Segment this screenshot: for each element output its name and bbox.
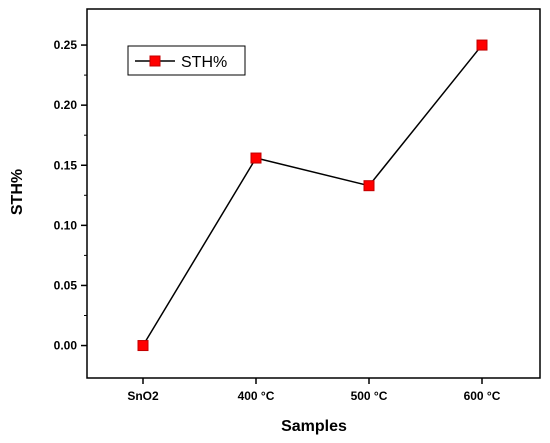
x-tick-label: SnO2 [127, 389, 159, 403]
x-tick-label: 600 °C [464, 389, 501, 403]
y-tick-label: 0.20 [54, 98, 78, 112]
x-tick-label: 500 °C [351, 389, 388, 403]
data-point-marker [250, 152, 262, 164]
legend-label: STH% [181, 54, 227, 71]
data-point-marker [137, 340, 149, 352]
y-axis-title: STH% [9, 169, 26, 215]
legend-marker [149, 55, 161, 67]
y-axis-ticks: 0.00 0.05 0.10 0.15 0.20 0.25 [54, 38, 87, 353]
y-tick-label: 0.15 [54, 158, 78, 172]
x-axis-ticks: SnO2 400 °C 500 °C 600 °C [127, 378, 501, 403]
x-axis-title: Samples [281, 418, 347, 435]
y-tick-label: 0.00 [54, 339, 78, 353]
series-line [142, 44, 483, 346]
legend: STH% [127, 45, 246, 76]
y-tick-label: 0.25 [54, 38, 78, 52]
y-tick-label: 0.05 [54, 278, 78, 292]
x-tick-label: 400 °C [238, 389, 275, 403]
series-layer [137, 39, 488, 352]
data-point-marker [476, 39, 488, 51]
data-point-marker [363, 180, 375, 192]
y-tick-label: 0.10 [54, 218, 78, 232]
plot-frame [86, 8, 541, 379]
